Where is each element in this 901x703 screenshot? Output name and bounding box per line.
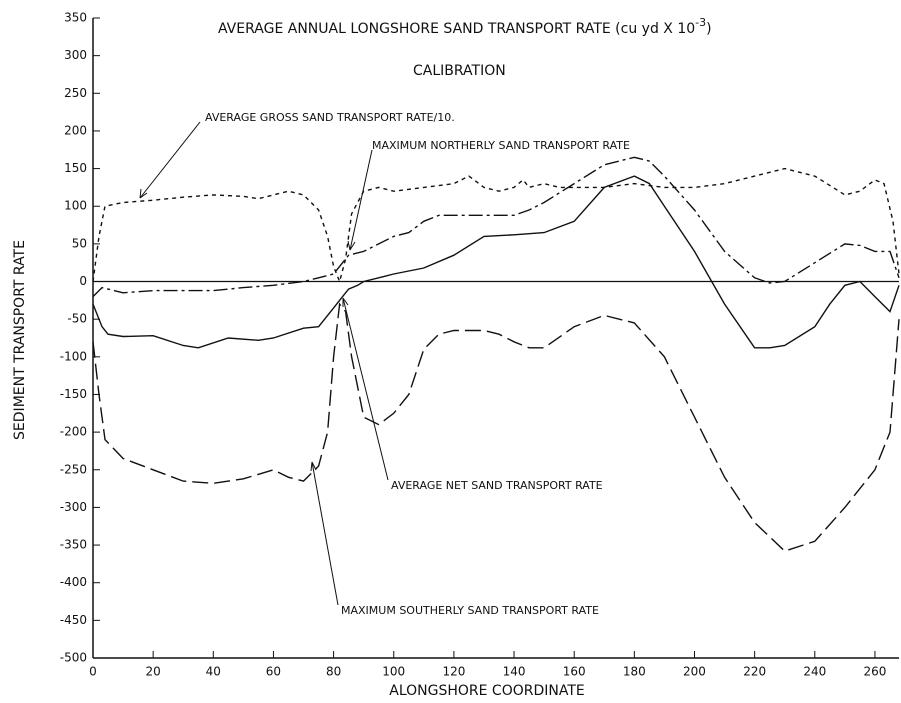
- x-tick-label: 260: [863, 665, 886, 679]
- y-tick-label: -300: [60, 500, 87, 514]
- y-tick-label: 0: [79, 274, 87, 288]
- y-tick-label: 300: [64, 48, 87, 62]
- chart-subtitle: CALIBRATION: [413, 63, 506, 79]
- chart-title: AVERAGE ANNUAL LONGSHORE SAND TRANSPORT …: [218, 16, 712, 37]
- x-tick-label: 160: [563, 665, 586, 679]
- x-tick-label: 240: [803, 665, 826, 679]
- title-main: AVERAGE ANNUAL LONGSHORE SAND TRANSPORT …: [218, 21, 695, 37]
- x-axis-label: ALONGSHORE COORDINATE: [389, 683, 585, 699]
- arrow-head: [347, 240, 356, 251]
- x-tick-label: 180: [623, 665, 646, 679]
- annotation-arrows: [139, 121, 389, 606]
- y-tick-label: -450: [60, 613, 87, 627]
- x-tick-label: 140: [503, 665, 526, 679]
- series-label: MAXIMUM NORTHERLY SAND TRANSPORT RATE: [372, 139, 630, 152]
- x-tick-label: 20: [146, 665, 161, 679]
- title-close: ): [706, 21, 711, 37]
- title-exponent: -3: [695, 16, 706, 29]
- y-tick-label: 50: [72, 236, 87, 250]
- y-tick-label: 100: [64, 199, 87, 213]
- y-tick-label: -250: [60, 462, 87, 476]
- y-tick-label: -50: [67, 312, 87, 326]
- y-tick-label: 250: [64, 86, 87, 100]
- series-line: [92, 175, 900, 349]
- x-tick-label: 120: [442, 665, 465, 679]
- series-line: [92, 167, 900, 284]
- y-tick-label: -150: [60, 387, 87, 401]
- arrow: [342, 297, 389, 481]
- y-tick-label: -100: [60, 349, 87, 363]
- y-tick-label: -400: [60, 575, 87, 589]
- x-tick-label: 100: [382, 665, 405, 679]
- y-tick-label: -350: [60, 538, 87, 552]
- arrow: [311, 461, 339, 606]
- y-tick-label: 150: [64, 161, 87, 175]
- y-axis-label: SEDIMENT TRANSPORT RATE: [12, 240, 28, 440]
- arrow: [139, 121, 201, 199]
- series-label: MAXIMUM SOUTHERLY SAND TRANSPORT RATE: [341, 604, 599, 617]
- arrow-head: [139, 188, 148, 199]
- y-tick-label: 200: [64, 123, 87, 137]
- x-tick-label: 60: [266, 665, 281, 679]
- y-tick-label: 350: [64, 11, 87, 25]
- y-tick-label: -500: [60, 651, 87, 665]
- x-tick-label: 220: [743, 665, 766, 679]
- arrow-head: [342, 297, 349, 307]
- series-line: [92, 156, 900, 298]
- series-label: AVERAGE NET SAND TRANSPORT RATE: [391, 479, 603, 492]
- x-tick-label: 40: [206, 665, 221, 679]
- series-label: AVERAGE GROSS SAND TRANSPORT RATE/10.: [205, 111, 455, 124]
- x-tick-label: 80: [326, 665, 341, 679]
- x-tick-label: 200: [683, 665, 706, 679]
- x-tick-label: 0: [89, 665, 97, 679]
- series-line: [92, 302, 900, 552]
- y-tick-label: -200: [60, 425, 87, 439]
- arrow: [349, 149, 373, 251]
